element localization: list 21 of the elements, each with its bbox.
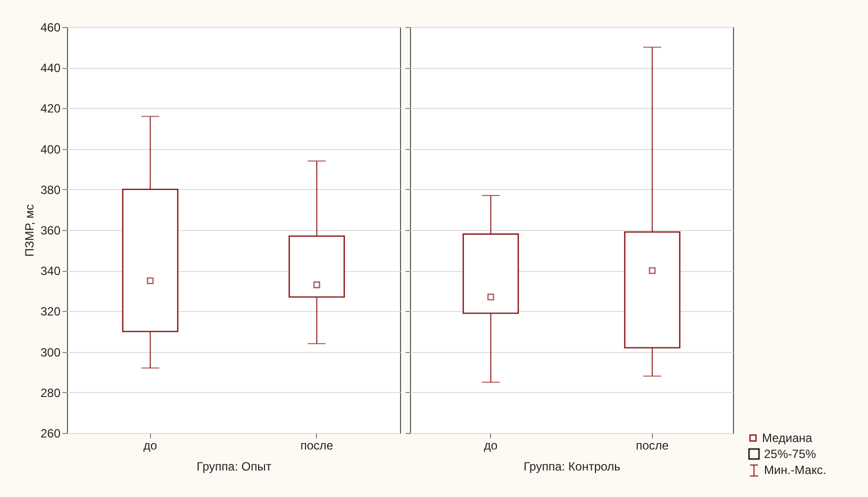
y-tick-label: 460 [40,20,61,34]
y-tick-label: 400 [40,142,61,156]
y-tick-label: 300 [40,345,61,360]
x-tick-label: после [300,438,334,452]
x-axis-title: Группа: Опыт [196,460,272,474]
y-tick-label: 420 [40,102,61,116]
text: Медиана [762,431,812,445]
y-tick-label: 340 [40,264,61,278]
y-axis-title: ПЗМР, мс [22,204,36,257]
y-tick-label: 320 [40,304,61,319]
x-tick-label: после [636,438,669,452]
x-tick-label: до [484,438,498,452]
x-axis-title: Группа: Контроль [524,460,620,474]
y-tick-label: 380 [40,182,61,197]
text: Мин.-Макс. [764,463,826,477]
y-tick-label: 260 [40,426,61,440]
x-tick-label: до [143,438,158,452]
y-tick-label: 440 [40,61,61,76]
y-tick-label: 360 [40,224,61,238]
y-tick-label: 280 [40,386,61,400]
text: 25%-75% [764,447,816,461]
